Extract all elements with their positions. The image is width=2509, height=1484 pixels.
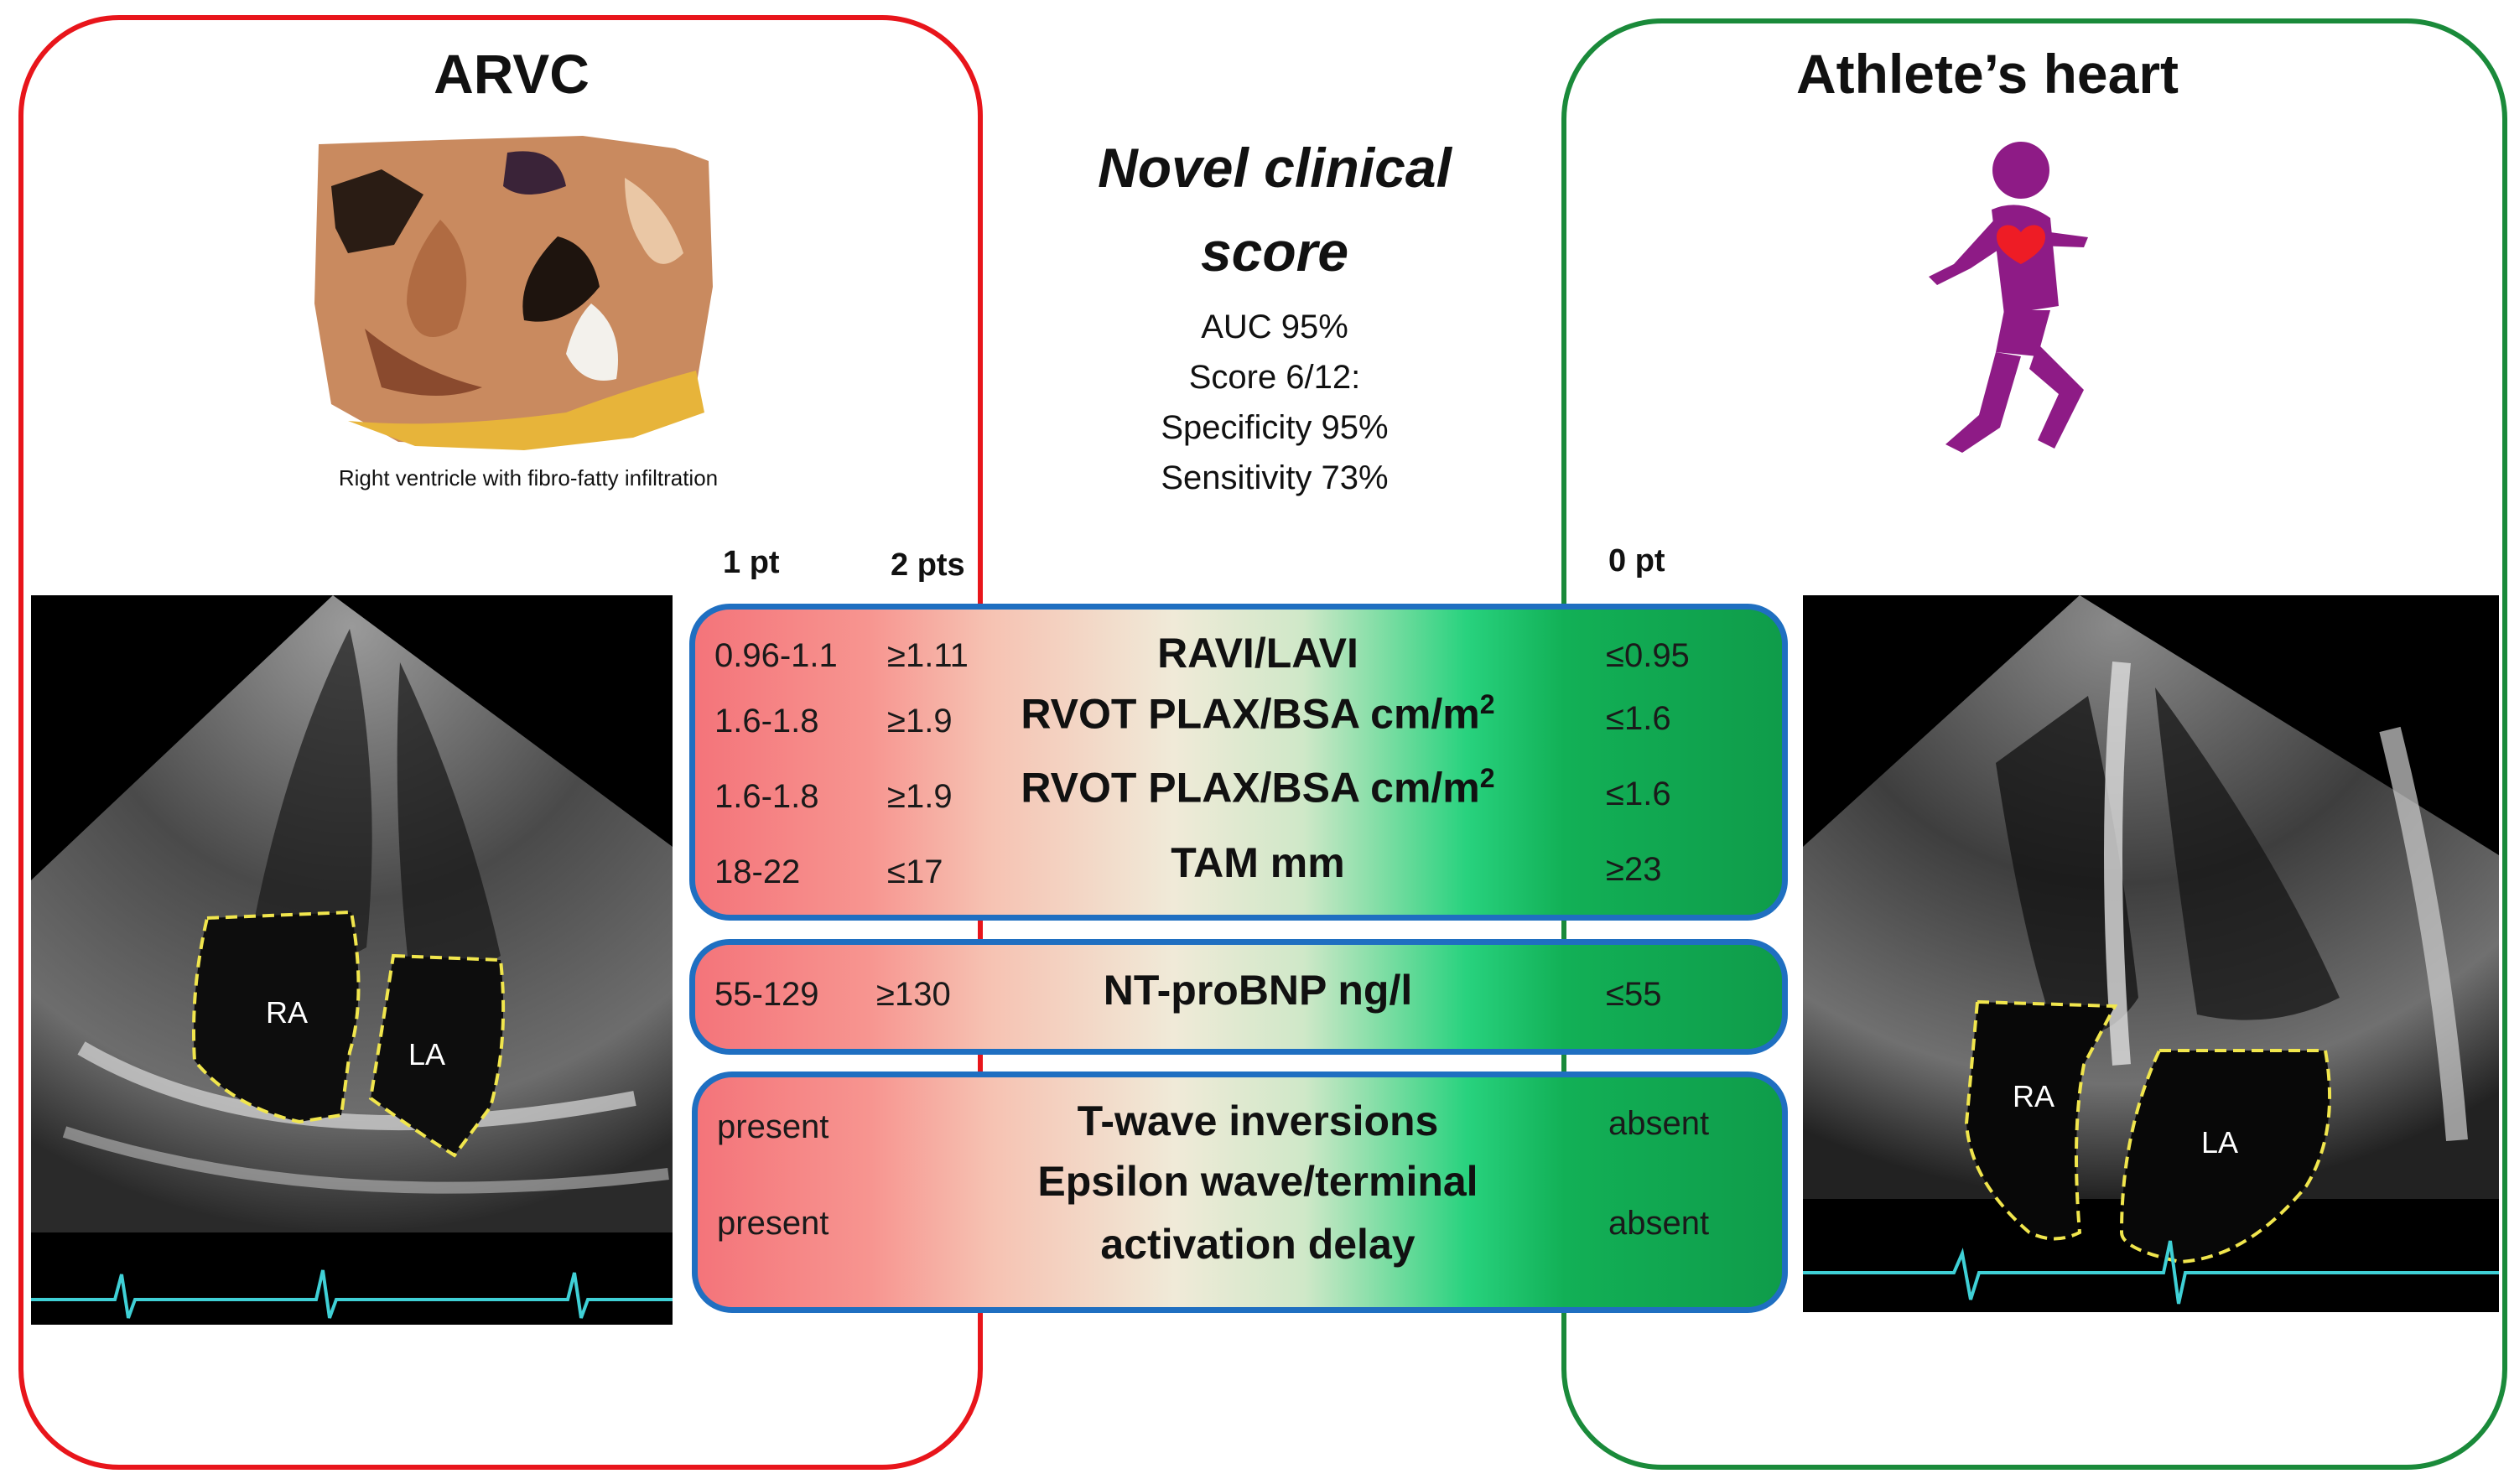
ecg-criteria-box — [692, 1071, 1788, 1313]
biomarker-box — [689, 939, 1788, 1055]
rvot-label-superscript: 2 — [1479, 689, 1495, 719]
athletes-echo-image: RA LA — [1803, 595, 2499, 1312]
rvot-repeat-0pt: ≤1.6 — [1606, 776, 1671, 812]
score-threshold: Score 6/12: — [1188, 359, 1361, 396]
arvc-la-label: LA — [408, 1037, 445, 1071]
imaging-criteria-box — [689, 604, 1788, 921]
score-title-line2: score — [1200, 221, 1349, 283]
epsilon-1pt: present — [717, 1205, 829, 1242]
epsilon-0pt: absent — [1608, 1205, 1710, 1242]
athletes-heart-title: Athlete’s heart — [1795, 43, 2179, 105]
rvot-0pt: ≤1.6 — [1606, 700, 1671, 737]
rvot-1pt: 1.6-1.8 — [714, 703, 819, 739]
tam-0pt: ≥23 — [1606, 851, 1662, 888]
t-wave-label: T-wave inversions — [1077, 1097, 1439, 1144]
tam-label: TAM mm — [1171, 839, 1345, 886]
rvot-2pts: ≥1.9 — [887, 703, 953, 739]
rvot-repeat-1pt: 1.6-1.8 — [714, 778, 819, 815]
arvc-title: ARVC — [434, 43, 590, 105]
rvot-repeat-label: RVOT PLAX/BSA cm/m2 — [981, 763, 1535, 812]
ntprobnp-1pt: 55-129 — [714, 976, 819, 1013]
two-points-header: 2 pts — [891, 547, 965, 583]
runner-icon — [1912, 138, 2096, 457]
ravi-lavi-label: RAVI/LAVI — [1157, 630, 1358, 677]
rvot-label: RVOT PLAX/BSA cm/m2 — [981, 689, 1535, 739]
arvc-ra-label: RA — [266, 995, 308, 1030]
ravi-lavi-1pt: 0.96-1.1 — [714, 637, 838, 674]
ravi-lavi-2pts: ≥1.11 — [887, 637, 969, 674]
auc-stat: AUC 95% — [1201, 309, 1348, 345]
ntprobnp-2pts: ≥130 — [876, 976, 951, 1013]
epsilon-label-line2: activation delay — [1100, 1221, 1416, 1268]
epsilon-label-line1: Epsilon wave/terminal — [1037, 1158, 1478, 1205]
score-title-line1: Novel clinical — [1098, 137, 1452, 199]
rvot-label-text: RVOT PLAX/BSA cm/m — [1021, 690, 1480, 738]
specimen-caption: Right ventricle with fibro-fatty infiltr… — [338, 465, 719, 490]
rvot-repeat-label-text: RVOT PLAX/BSA cm/m — [1021, 764, 1480, 812]
arvc-echo-image: RA LA — [31, 595, 673, 1325]
zero-point-header: 0 pt — [1608, 543, 1665, 579]
specificity-stat: Specificity 95% — [1161, 409, 1389, 446]
rvot-repeat-2pts: ≥1.9 — [887, 778, 953, 815]
one-point-header: 1 pt — [723, 545, 780, 580]
rvot-repeat-label-superscript: 2 — [1479, 763, 1495, 793]
athletes-ra-label: RA — [2013, 1079, 2054, 1113]
athletes-la-label: LA — [2201, 1125, 2238, 1160]
t-wave-0pt: absent — [1608, 1105, 1710, 1142]
ravi-lavi-0pt: ≤0.95 — [1606, 637, 1690, 674]
rv-specimen-photo — [314, 136, 717, 454]
tam-1pt: 18-22 — [714, 854, 801, 890]
t-wave-1pt: present — [717, 1108, 829, 1145]
sensitivity-stat: Sensitivity 73% — [1161, 459, 1389, 496]
ntprobnp-0pt: ≤55 — [1606, 976, 1662, 1013]
tam-2pts: ≤17 — [887, 854, 943, 890]
ntprobnp-label: NT-proBNP ng/l — [1103, 967, 1413, 1014]
